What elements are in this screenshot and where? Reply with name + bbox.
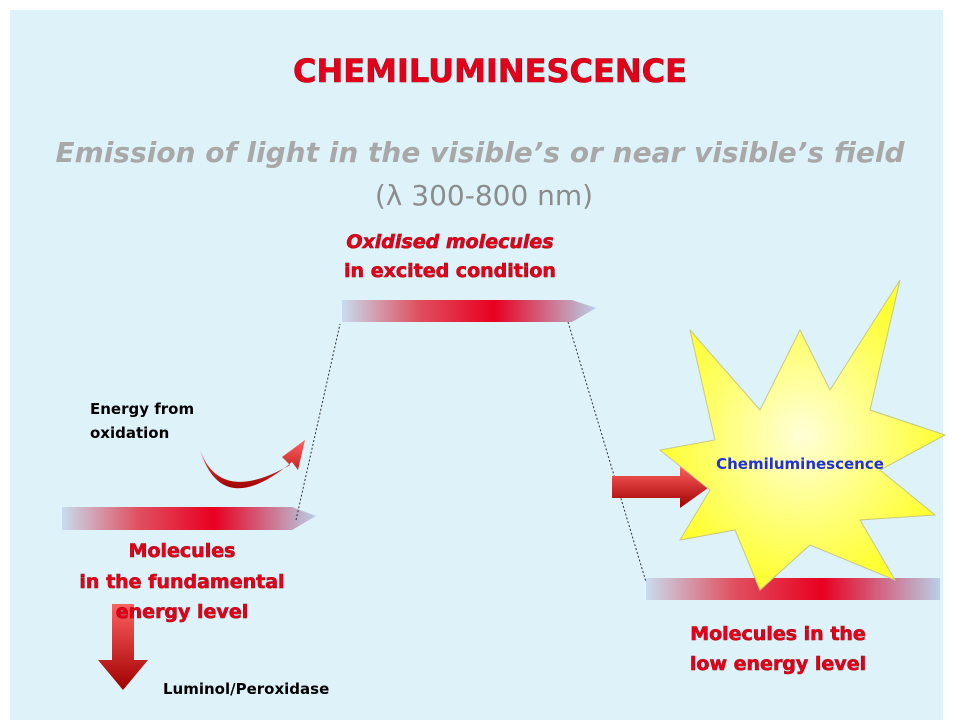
reagent-arrow	[98, 604, 148, 690]
energy-label: Energy from	[90, 400, 194, 418]
node-label: low energy level	[690, 653, 866, 675]
emission-label: Chemiluminescence	[716, 455, 884, 473]
starburst	[658, 279, 947, 591]
energy-label: oxidation	[90, 424, 169, 442]
node-label: Molecules	[129, 540, 236, 562]
levels	[62, 300, 940, 600]
node-label: in the fundamental	[79, 571, 284, 593]
node-label: Oxidised molecules	[346, 231, 553, 253]
range: (λ 300-800 nm)	[375, 179, 593, 212]
node-label: Molecules in the	[690, 623, 866, 645]
subtitle: Emission of light in the visible’s or ne…	[56, 136, 906, 169]
emission-arrow	[612, 466, 708, 508]
node-label: in excited condition	[344, 260, 556, 282]
title: CHEMILUMINESCENCE	[293, 52, 687, 90]
node-label: energy level	[116, 601, 248, 623]
reagent-label: Luminol/Peroxidase	[163, 680, 329, 698]
transitions	[295, 321, 647, 583]
